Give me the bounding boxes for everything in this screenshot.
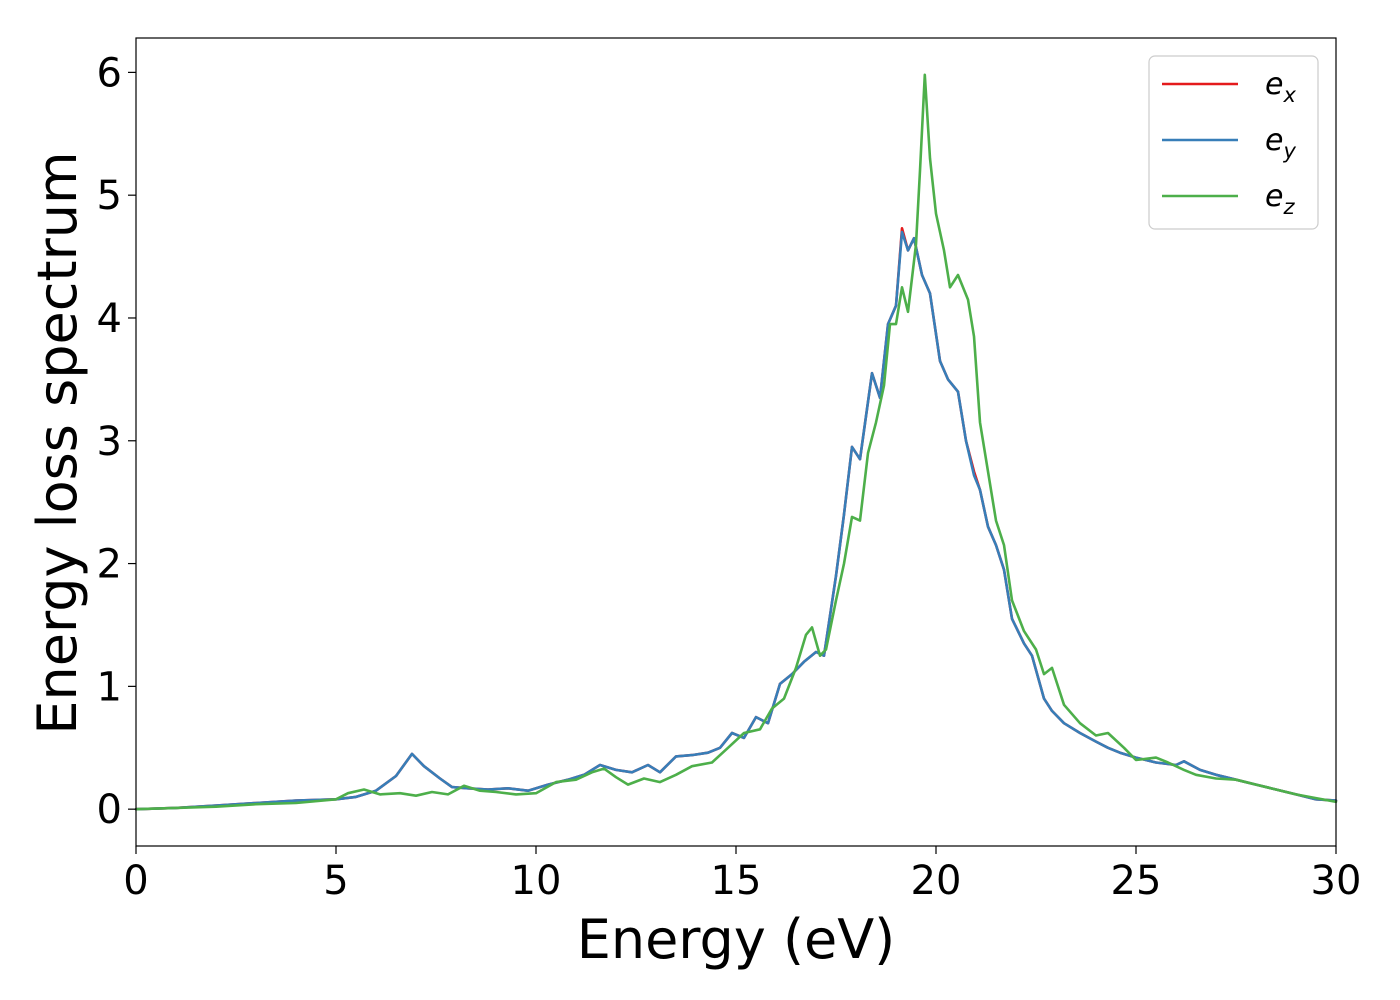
y-tick-label: 4	[97, 296, 122, 342]
y-axis-label: Energy loss spectrum	[26, 151, 89, 734]
series-line-e-z	[134, 73, 1338, 811]
legend-box	[1148, 55, 1319, 230]
y-tick-label: 6	[97, 50, 122, 96]
x-tick-label: 5	[323, 858, 348, 904]
series-layer	[134, 73, 1338, 811]
x-axis-ticks: 0 5 10 15 20 25 30	[123, 846, 1361, 904]
legend-item-e-z: ez	[1162, 179, 1295, 219]
y-axis-ticks: 0 1 2 3 4 5 6	[97, 50, 136, 833]
x-tick-label: 0	[123, 858, 148, 904]
legend: ex ey ez	[1148, 55, 1319, 230]
y-tick-label: 5	[97, 173, 122, 219]
y-tick-label: 0	[97, 787, 122, 833]
x-axis-label: Energy (eV)	[577, 908, 896, 971]
legend-item-e-x: ex	[1162, 67, 1296, 107]
series-line-e-y	[134, 230, 1338, 811]
y-tick-label: 3	[97, 419, 122, 465]
series-line-e-x	[134, 227, 1338, 811]
x-tick-label: 10	[511, 858, 562, 904]
x-tick-label: 15	[711, 858, 762, 904]
legend-label: ez	[1265, 179, 1295, 219]
legend-label: ey	[1265, 123, 1296, 163]
y-tick-label: 1	[97, 664, 122, 710]
legend-item-e-y: ey	[1162, 123, 1296, 163]
x-tick-label: 20	[911, 858, 962, 904]
legend-label: ex	[1265, 67, 1296, 107]
x-tick-label: 30	[1311, 858, 1362, 904]
x-tick-label: 25	[1111, 858, 1162, 904]
y-tick-label: 2	[97, 542, 122, 588]
